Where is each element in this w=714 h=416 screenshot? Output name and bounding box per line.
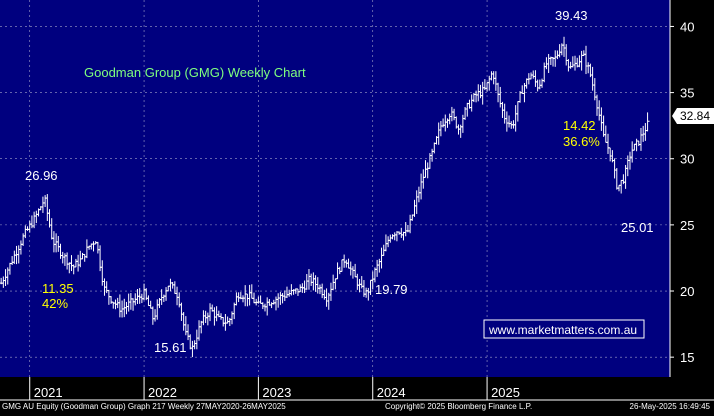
y-axis: 15 20 25 30 35 40	[669, 0, 694, 377]
x-axis: 2021 2022 2023 2024 2025	[0, 377, 714, 401]
footer-left: GMG AU Equity (Goodman Group) Graph 217 …	[2, 402, 286, 411]
annotation-label: 39.43	[555, 8, 588, 23]
y-tick-label: 30	[680, 152, 694, 167]
y-tick-label: 20	[680, 284, 694, 299]
watermark: www.marketmatters.com.au	[483, 319, 645, 339]
footer-timestamp: 26-May-2025 16:49:45	[629, 402, 711, 411]
plot-background	[0, 0, 670, 377]
annotation-label: 15.61	[154, 340, 187, 355]
x-tick-label: 2022	[148, 385, 177, 400]
chart-title: Goodman Group (GMG) Weekly Chart	[84, 65, 306, 80]
x-tick-label: 2025	[491, 385, 520, 400]
annotation-label: 14.42	[563, 118, 596, 133]
last-price-tag: 32.84	[672, 108, 714, 124]
price-bar	[645, 112, 650, 132]
y-tick-label: 40	[680, 19, 694, 34]
annotation-label: 36.6%	[563, 134, 600, 149]
footer-copyright: Copyright© 2025 Bloomberg Finance L.P.	[385, 402, 533, 411]
grid-lines	[0, 0, 670, 377]
annotation-label: 26.96	[25, 168, 58, 183]
y-tick-label: 25	[680, 218, 694, 233]
annotation-label: 42%	[42, 296, 68, 311]
annotation-label: 19.79	[375, 282, 408, 297]
annotation-label: 11.35	[42, 281, 74, 296]
x-tick-label: 2024	[377, 385, 406, 400]
last-price-label: 32.84	[680, 109, 710, 123]
annotation-label: 25.01	[621, 220, 654, 235]
y-tick-label: 15	[680, 350, 694, 365]
x-tick-label: 2021	[34, 385, 63, 400]
y-tick-label: 35	[680, 86, 694, 101]
x-tick-label: 2023	[262, 385, 291, 400]
watermark-text: www.marketmatters.com.au	[488, 323, 637, 337]
price-bars	[0, 36, 650, 358]
